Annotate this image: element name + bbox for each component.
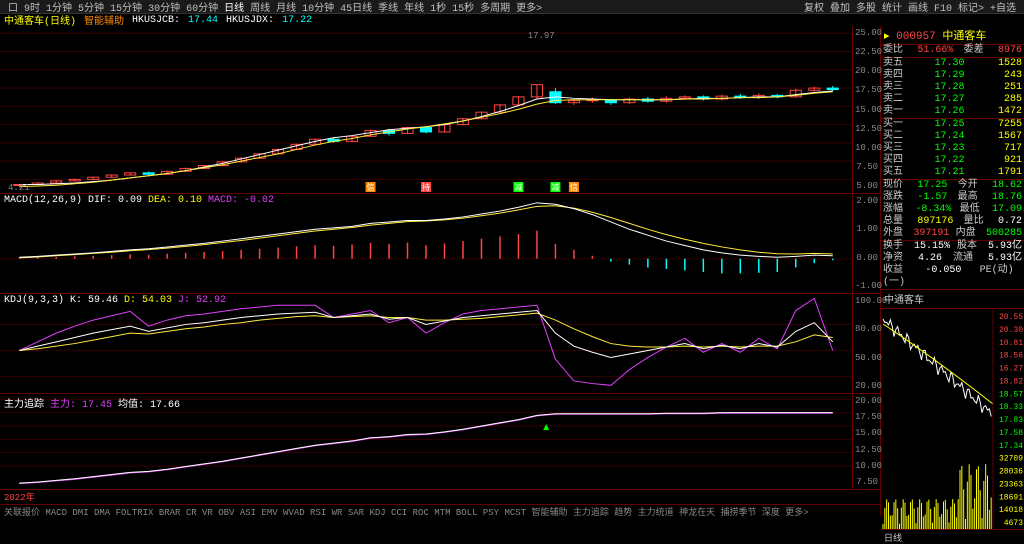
order-row: 卖五17.301528 <box>881 58 1024 70</box>
svg-text:4673: 4673 <box>1004 519 1023 528</box>
svg-text:4.21: 4.21 <box>8 183 30 193</box>
order-row: 买四17.22921 <box>881 155 1024 167</box>
tb-item[interactable]: 1秒 <box>430 4 446 15</box>
order-row: 卖四17.29243 <box>881 70 1024 82</box>
tb-item[interactable]: 标记> <box>958 4 984 15</box>
svg-text:18.56: 18.56 <box>999 352 1023 361</box>
top-toolbar[interactable]: 口9时1分钟5分钟15分钟30分钟60分钟日线周线月线10分钟45日线季线年线1… <box>0 0 1024 14</box>
tb-item[interactable]: 10分钟 <box>302 4 334 15</box>
mini-name: 中通客车 <box>881 289 1024 308</box>
svg-text:17.58: 17.58 <box>999 429 1023 438</box>
order-row: 买五17.211791 <box>881 167 1024 179</box>
tb-item[interactable]: 复权 <box>804 4 824 15</box>
tb-item[interactable]: 周线 <box>250 4 270 15</box>
svg-text:16.27: 16.27 <box>999 365 1023 374</box>
side-panel: ▸ 000957 中通客车 委比 51.66% 委差 8976 卖五17.301… <box>880 26 1024 516</box>
tb-item[interactable]: 日线 <box>224 4 244 15</box>
order-asks: 卖五17.301528卖四17.29243卖三17.28251卖二17.2728… <box>881 58 1024 118</box>
svg-text:减: 减 <box>514 182 522 193</box>
tb-item[interactable]: F10 <box>934 4 952 15</box>
mini-footer: 日线 <box>881 529 1024 544</box>
tb-item[interactable]: 季线 <box>378 4 398 15</box>
stats2-block: 换手15.15%股本5.93亿净资4.26流通5.93亿收益(一)-0.050P… <box>881 240 1024 289</box>
track-panel[interactable]: 主力追踪 主力: 17.45 均值: 17.66 20.0017.5015.00… <box>0 394 880 490</box>
order-row: 买二17.241567 <box>881 131 1024 143</box>
svg-text:持: 持 <box>422 182 430 193</box>
order-row: 买一17.257255 <box>881 119 1024 131</box>
svg-text:28036: 28036 <box>999 468 1023 477</box>
tb-item[interactable]: 多股 <box>856 4 876 15</box>
svg-text:18.57: 18.57 <box>999 390 1023 399</box>
tb-item[interactable]: +自选 <box>990 4 1016 15</box>
kdj-panel[interactable]: KDJ(9,3,3) K: 59.46 D: 54.03 J: 52.92 10… <box>0 294 880 394</box>
tb-item[interactable]: 更多> <box>516 4 542 15</box>
tb-item[interactable]: 月线 <box>276 4 296 15</box>
tb-item[interactable]: 画线 <box>908 4 928 15</box>
xaxis-label: 2022年 <box>0 490 880 502</box>
svg-text:减: 减 <box>551 182 559 193</box>
order-row: 卖二17.27285 <box>881 94 1024 106</box>
mini-chart[interactable]: 20.55 20.30 10.81 18.56 16.27 18.82 18.57 18.33… <box>881 308 1024 529</box>
order-row: 卖三17.28251 <box>881 82 1024 94</box>
svg-text:17.97: 17.97 <box>528 31 555 41</box>
svg-text:信: 信 <box>570 182 578 193</box>
side-header: ▸ 000957 中通客车 <box>881 26 1024 45</box>
tb-item[interactable]: 45日线 <box>340 4 372 15</box>
tb-item[interactable]: 叠加 <box>830 4 850 15</box>
svg-text:14018: 14018 <box>999 506 1023 515</box>
macd-yaxis: 2.001.000.00-1.00 <box>852 194 880 293</box>
svg-text:17.83: 17.83 <box>999 416 1023 425</box>
svg-text:20.55: 20.55 <box>999 313 1023 322</box>
tb-item[interactable]: 多周期 <box>480 4 510 15</box>
svg-text:信: 信 <box>367 182 375 193</box>
order-bids: 买一17.257255买二17.241567买三17.23717买四17.229… <box>881 118 1024 179</box>
svg-text:18.33: 18.33 <box>999 403 1023 412</box>
svg-text:18691: 18691 <box>999 493 1023 502</box>
tb-item[interactable]: 60分钟 <box>186 4 218 15</box>
svg-text:10.81: 10.81 <box>999 339 1023 348</box>
header-info: 中通客车(日线) 智能辅助 HKUSJCB: 17.44 HKUSJDX: 17… <box>0 14 1024 26</box>
svg-text:23363: 23363 <box>999 480 1023 489</box>
svg-text:17.34: 17.34 <box>999 442 1023 451</box>
track-yaxis: 20.0017.5015.0012.5010.007.50 <box>852 394 880 489</box>
kdj-yaxis: 100.0080.0050.0020.00 <box>852 294 880 393</box>
order-row: 卖一17.261472 <box>881 106 1024 118</box>
candle-panel[interactable]: 17.974.21信持减减信 25.0022.5020.0017.5015.00… <box>0 26 880 194</box>
triangle-icon: ▸ <box>884 31 890 43</box>
macd-panel[interactable]: MACD(12,26,9) DIF: 0.09 DEA: 0.10 MACD: … <box>0 194 880 294</box>
footer-indicators[interactable]: 关联报价 MACD DMI DMA FOLTRIX BRAR CR VR OBV… <box>0 504 880 516</box>
svg-text:32709: 32709 <box>999 455 1023 464</box>
stats-block: 现价17.25今开18.62涨跌-1.57最高18.76涨幅-8.34%最低17… <box>881 179 1024 240</box>
tb-item[interactable]: 30分钟 <box>148 4 180 15</box>
svg-text:18.82: 18.82 <box>999 377 1023 386</box>
svg-text:20.30: 20.30 <box>999 326 1023 335</box>
tb-item[interactable]: 15秒 <box>452 4 474 15</box>
candle-yaxis: 25.0022.5020.0017.5015.0012.5010.007.505… <box>852 26 880 193</box>
tb-item[interactable]: 年线 <box>404 4 424 15</box>
order-row: 买三17.23717 <box>881 143 1024 155</box>
tb-item[interactable]: 统计 <box>882 4 902 15</box>
